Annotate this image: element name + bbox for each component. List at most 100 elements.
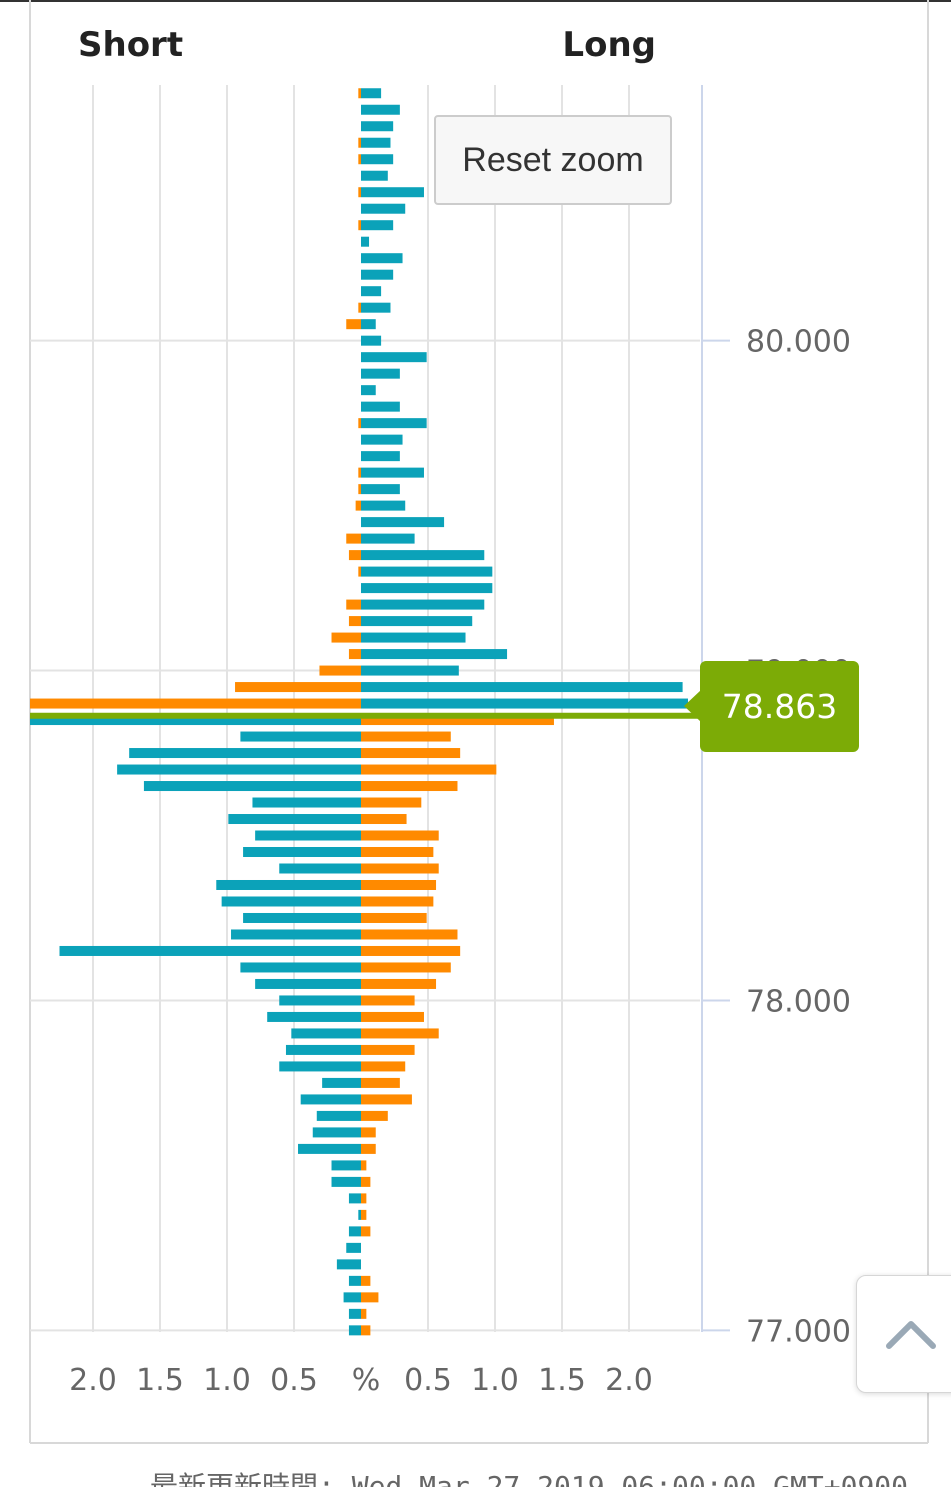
long-bar [361, 550, 485, 561]
long-bar [361, 137, 391, 148]
long-bar [243, 847, 361, 858]
bars-layer [30, 88, 688, 1336]
short-bar [361, 1110, 388, 1121]
short-bar [361, 978, 437, 989]
x-axis-tick-label-short: 1.5 [136, 1363, 184, 1398]
short-bar [361, 1061, 406, 1072]
long-bar [348, 1275, 361, 1286]
x-axis-tick-label-long: 1.0 [471, 1363, 519, 1398]
long-bar [361, 698, 688, 709]
short-bar [361, 1176, 371, 1187]
short-bar [361, 1275, 371, 1286]
last-updated-text: 最新更新時間: Wed Mar 27 2019 06:00:00 GMT+090… [150, 1470, 909, 1487]
long-bar [361, 385, 376, 396]
long-bar [361, 368, 400, 379]
short-bar [361, 764, 497, 775]
long-bar [348, 1193, 361, 1204]
long-bar [361, 599, 485, 610]
short-bar [358, 484, 361, 495]
short-bar [361, 945, 461, 956]
long-bar [361, 649, 508, 660]
long-bar [129, 748, 361, 759]
short-bar [361, 863, 439, 874]
long-bar [361, 319, 376, 330]
x-axis-tick-label-short: 0.5 [270, 1363, 318, 1398]
long-bar [228, 814, 361, 825]
short-bar [361, 1226, 371, 1237]
long-bar [343, 1292, 361, 1303]
long-bar [331, 1160, 361, 1171]
long-bar [291, 1028, 361, 1039]
long-bar [361, 104, 400, 115]
long-bar [361, 484, 400, 495]
long-bar [361, 121, 394, 132]
long-bar [361, 253, 403, 264]
short-bar [361, 814, 407, 825]
short-bar [361, 1209, 367, 1220]
long-bar [298, 1143, 361, 1154]
long-bar [361, 88, 382, 99]
chevron-up-icon [886, 1321, 936, 1349]
long-bar [361, 533, 415, 544]
long-bar [312, 1127, 361, 1138]
short-bar [361, 1077, 400, 1088]
long-header-label: Long [562, 25, 656, 65]
short-bar [361, 1193, 367, 1204]
reset-zoom-button[interactable]: Reset zoom [434, 115, 672, 205]
long-bar [331, 1176, 361, 1187]
short-bar [331, 632, 361, 643]
short-bar [361, 896, 434, 907]
scroll-to-top-button[interactable] [856, 1275, 951, 1393]
x-axis-tick-label-long: 0.5 [404, 1363, 452, 1398]
long-bar [361, 352, 427, 363]
long-bar [348, 1226, 361, 1237]
long-bar [361, 203, 406, 214]
long-bar [348, 1325, 361, 1336]
long-bar [361, 302, 391, 313]
long-bar [361, 451, 400, 462]
long-bar [361, 187, 424, 198]
y-axis-tick-label: 77.000 [746, 1314, 851, 1349]
short-bar [361, 748, 461, 759]
short-bar [358, 467, 361, 478]
long-bar [361, 170, 388, 181]
long-bar [361, 467, 424, 478]
short-bar [348, 649, 361, 660]
short-bar [358, 88, 361, 99]
long-bar [279, 995, 361, 1006]
long-bar [231, 929, 361, 940]
long-bar [252, 797, 361, 808]
long-bar [361, 517, 445, 528]
long-bar [361, 500, 406, 511]
long-bar [361, 616, 473, 627]
short-bar [361, 1308, 367, 1319]
short-header-label: Short [78, 25, 183, 65]
long-bar [300, 1094, 361, 1105]
long-bar [143, 781, 361, 792]
short-bar [361, 1028, 439, 1039]
long-bar [285, 1044, 361, 1055]
y-axis-tick-label: 80.000 [746, 325, 851, 360]
long-bar [240, 962, 361, 973]
short-bar [361, 797, 422, 808]
x-axis-tick-label-long: 1.5 [538, 1363, 586, 1398]
long-bar [117, 764, 362, 775]
long-bar [361, 154, 394, 165]
short-bar [361, 1044, 415, 1055]
short-bar [358, 566, 361, 577]
long-bar [361, 682, 683, 693]
short-bar [361, 1011, 424, 1022]
x-axis-tick-label-short: 1.0 [203, 1363, 251, 1398]
long-bar [346, 1242, 361, 1253]
short-bar [361, 1292, 379, 1303]
price-tag-pointer [684, 690, 701, 722]
long-bar [361, 269, 394, 280]
x-axis-ticks: 2.0 1.5 1.0 0.5 0.5 1.0 1.5 2.0 [69, 1363, 653, 1398]
long-bar [316, 1110, 361, 1121]
short-bar [358, 154, 361, 165]
short-bar [358, 137, 361, 148]
current-price-tag: 78.863 [700, 661, 859, 752]
long-bar [279, 1061, 361, 1072]
short-bar [361, 781, 458, 792]
